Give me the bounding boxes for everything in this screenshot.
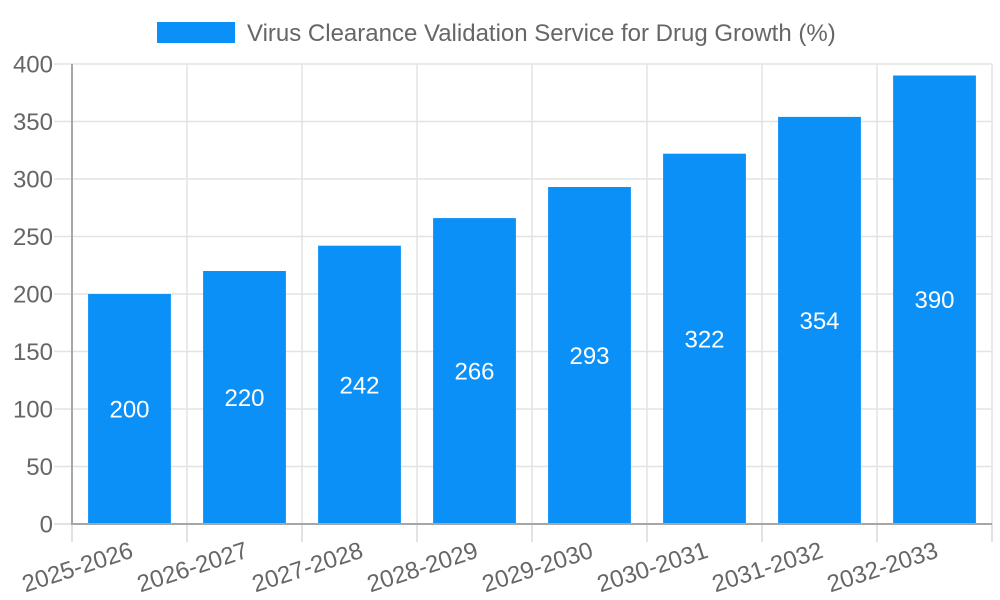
bar-2026-2027[interactable]: [203, 271, 286, 524]
bar-2025-2026[interactable]: [88, 294, 171, 524]
x-tick-label-2032-2033: 2032-2033: [824, 537, 942, 598]
x-tick-label-2030-2031: 2030-2031: [594, 537, 712, 598]
bar-value-label-2027-2028: 242: [339, 372, 379, 399]
bar-2027-2028[interactable]: [318, 245, 401, 524]
bar-series: [88, 75, 976, 525]
x-axis-labels: 2025-20262026-20272027-20282028-20292029…: [19, 537, 942, 598]
y-tick-label-150: 150: [13, 339, 53, 366]
x-tick-label-2029-2030: 2029-2030: [479, 537, 597, 598]
x-tick-label-2025-2026: 2025-2026: [19, 537, 137, 598]
y-tick-label-350: 350: [13, 109, 53, 136]
bar-2029-2030[interactable]: [548, 187, 631, 524]
y-tick-label-200: 200: [13, 282, 53, 309]
x-tick-label-2028-2029: 2028-2029: [364, 537, 482, 598]
y-tick-label-100: 100: [13, 397, 53, 424]
x-tick-label-2027-2028: 2027-2028: [249, 537, 367, 598]
bar-value-label-2026-2027: 220: [224, 385, 264, 412]
bar-value-label-2032-2033: 390: [914, 287, 954, 314]
bar-value-label-2030-2031: 322: [684, 326, 724, 353]
value-labels: 200 220 242 266 293 322 354 390: [109, 287, 954, 423]
bar-2031-2032[interactable]: [778, 116, 861, 525]
axis-borders: [71, 64, 992, 525]
legend-swatch[interactable]: [157, 22, 235, 43]
bar-value-label-2025-2026: 200: [109, 396, 149, 423]
x-tick-label-2026-2027: 2026-2027: [134, 537, 252, 598]
legend-label[interactable]: Virus Clearance Validation Service for D…: [247, 20, 836, 47]
bar-value-label-2031-2032: 354: [799, 308, 839, 335]
bar-value-label-2028-2029: 266: [454, 358, 494, 385]
bar-2028-2029[interactable]: [433, 218, 516, 524]
bar-2030-2031[interactable]: [663, 153, 746, 524]
x-tick-label-2031-2032: 2031-2032: [709, 537, 827, 598]
y-tick-label-400: 400: [13, 52, 53, 79]
legend: Virus Clearance Validation Service for D…: [157, 20, 836, 47]
y-axis-labels: 0 50 100 150 200 250 300 350 400: [13, 52, 53, 539]
bar-2032-2033[interactable]: [893, 75, 976, 525]
y-tick-label-300: 300: [13, 167, 53, 194]
y-tick-label-50: 50: [26, 454, 53, 481]
y-tick-label-0: 0: [40, 512, 53, 539]
y-tick-label-250: 250: [13, 224, 53, 251]
bar-value-label-2029-2030: 293: [569, 343, 609, 370]
gridlines: [54, 63, 993, 542]
